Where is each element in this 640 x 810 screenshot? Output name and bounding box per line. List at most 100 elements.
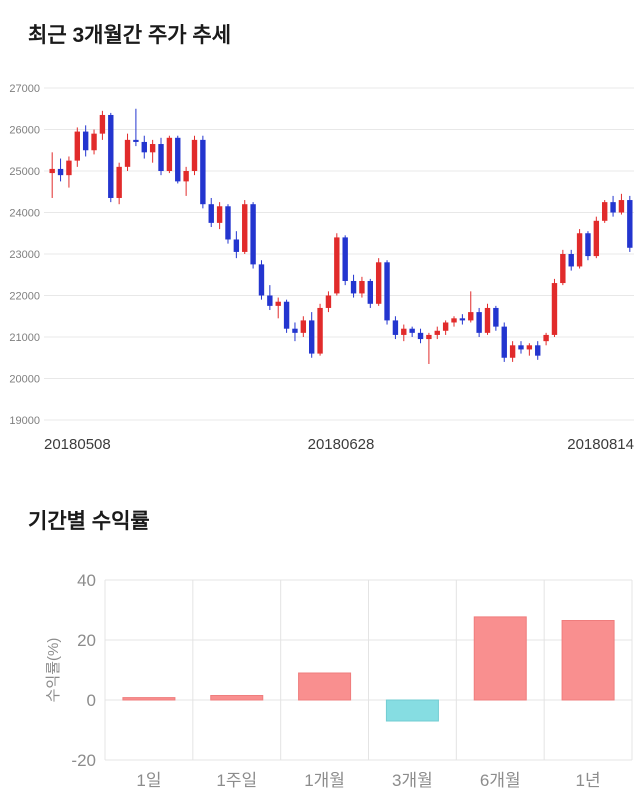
candle-body bbox=[602, 202, 608, 221]
candle-body bbox=[568, 254, 574, 267]
candle-body bbox=[175, 137, 181, 182]
candle-body bbox=[334, 237, 340, 294]
bar bbox=[473, 616, 527, 701]
y-axis-tick-label: 27000 bbox=[9, 83, 40, 95]
y-axis-tick-label: 23000 bbox=[9, 249, 40, 261]
candle-body bbox=[442, 322, 449, 331]
candle-body bbox=[242, 204, 248, 252]
bar bbox=[298, 672, 352, 701]
candle-body bbox=[99, 114, 106, 134]
candle-body bbox=[417, 332, 424, 340]
candle-body bbox=[627, 200, 633, 248]
y-axis-tick-label: 0 bbox=[87, 691, 96, 710]
candle-body bbox=[57, 168, 64, 176]
candle-body bbox=[384, 262, 390, 321]
candle-body bbox=[401, 328, 407, 335]
candle-body bbox=[359, 280, 365, 294]
candle-body bbox=[91, 133, 97, 151]
y-axis-tick-label: 40 bbox=[77, 571, 96, 590]
candle-body bbox=[468, 312, 474, 321]
candle-body bbox=[459, 318, 466, 321]
candle-body bbox=[501, 326, 507, 358]
candle-body bbox=[526, 345, 533, 350]
candle-body bbox=[610, 202, 616, 213]
candle-body bbox=[350, 280, 357, 294]
candle-body bbox=[409, 328, 415, 333]
bar bbox=[122, 697, 176, 701]
candle-body bbox=[551, 283, 558, 335]
candle-body bbox=[124, 139, 131, 167]
candle-body bbox=[585, 233, 591, 257]
candle-body bbox=[342, 237, 348, 281]
candle-body bbox=[225, 206, 231, 240]
candle-body bbox=[292, 328, 298, 333]
x-axis-label-end: 20180814 bbox=[567, 436, 634, 453]
candle-body bbox=[233, 239, 240, 252]
bar bbox=[210, 695, 264, 701]
candle-body bbox=[618, 200, 625, 213]
price-chart-section: 최근 3개월간 주가 추세 27000 26000 25000 24000 23000 2… bbox=[0, 22, 640, 456]
candle-body bbox=[191, 139, 198, 171]
y-axis-tick-label: 21000 bbox=[9, 332, 40, 344]
returns-chart-title: 기간별 수익률 bbox=[28, 510, 150, 533]
y-axis-tick-label: 19000 bbox=[9, 415, 40, 427]
candle-body bbox=[451, 318, 457, 323]
candle-body bbox=[543, 334, 549, 342]
page: 최근 3개월간 주가 추세 27000 26000 25000 24000 23000 2… bbox=[0, 22, 640, 798]
y-axis-tick-label: 22000 bbox=[9, 291, 40, 303]
candle-body bbox=[149, 144, 156, 153]
y-axis-tick-label: 25000 bbox=[9, 166, 40, 178]
candle-body bbox=[560, 254, 566, 284]
candle-body bbox=[141, 141, 147, 153]
candle-body bbox=[108, 114, 114, 198]
candle-body bbox=[208, 204, 214, 223]
candle-body bbox=[325, 295, 332, 308]
candle-body bbox=[250, 204, 256, 265]
y-axis-tick-label: 20 bbox=[77, 631, 96, 650]
bar bbox=[561, 620, 615, 701]
candle-body bbox=[484, 307, 491, 333]
category-label: 1일 bbox=[136, 771, 161, 790]
candle-body bbox=[309, 320, 315, 354]
candle-body bbox=[434, 330, 440, 335]
candle-body bbox=[375, 262, 382, 304]
candle-body bbox=[593, 220, 600, 257]
category-label: 1년 bbox=[576, 771, 601, 790]
category-label: 1개월 bbox=[304, 771, 345, 790]
candle-body bbox=[49, 168, 55, 174]
y-axis-tick-label: 20000 bbox=[9, 374, 40, 386]
y-axis-title: 수익률(%) bbox=[45, 638, 62, 703]
x-axis-label-mid: 20180628 bbox=[307, 436, 375, 453]
candle-body bbox=[267, 295, 273, 306]
candle-body bbox=[392, 320, 399, 335]
candle-body bbox=[82, 131, 89, 151]
candle-body bbox=[518, 345, 524, 350]
candle-body bbox=[275, 301, 281, 306]
candle-body bbox=[426, 334, 432, 340]
candle-body bbox=[576, 233, 583, 267]
candle-body bbox=[66, 160, 72, 176]
y-axis-tick-label: 26000 bbox=[9, 125, 40, 137]
candle-body bbox=[133, 139, 139, 142]
category-label: 6개월 bbox=[480, 771, 521, 790]
candle-body bbox=[258, 264, 265, 296]
candle-body bbox=[367, 280, 373, 304]
returns-bar-chart: 40 20 0 -20 1일 1주일 1개월 3개월 6개월 1년 수익률(%) bbox=[45, 571, 633, 790]
candle-body bbox=[166, 137, 173, 171]
candle-body bbox=[116, 166, 122, 198]
x-axis-label-start: 20180508 bbox=[44, 436, 111, 453]
x-axis-labels: 20180508 20180628 20180814 bbox=[0, 436, 640, 456]
candle-body bbox=[158, 144, 164, 171]
price-chart-title: 최근 3개월간 주가 추세 bbox=[28, 24, 232, 47]
candle-body bbox=[183, 171, 189, 182]
returns-chart-section: 기간별 수익률 40 20 0 -20 1일 1주일 1개월 3개월 6개월 1년 수익률(%) bbox=[0, 508, 640, 798]
candle-body bbox=[74, 131, 80, 161]
y-axis-tick-label: -20 bbox=[71, 751, 96, 770]
candle-body bbox=[283, 301, 290, 329]
candle-body bbox=[317, 307, 323, 354]
category-label: 1주일 bbox=[216, 771, 257, 790]
candle-body bbox=[200, 139, 206, 205]
candle-body bbox=[476, 312, 482, 333]
candle-body bbox=[535, 345, 541, 356]
bar bbox=[385, 699, 439, 722]
